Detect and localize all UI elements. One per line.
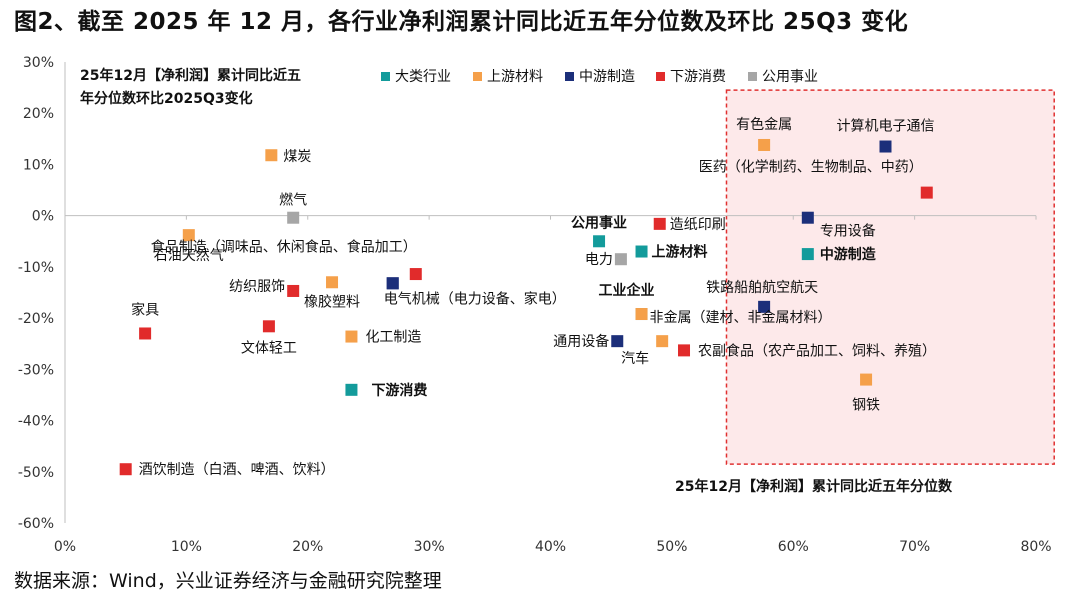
data-label: 汽车 <box>621 350 649 367</box>
data-label: 石油天然气 <box>154 247 224 264</box>
data-label: 铁路船舶航空航天 <box>706 280 818 296</box>
data-point <box>656 335 669 348</box>
data-label: 医药（化学制药、生物制品、中药） <box>699 160 923 176</box>
data-point <box>593 235 606 248</box>
legend-label: 下游消费 <box>670 69 726 85</box>
data-point <box>345 383 358 396</box>
legend-swatch <box>656 72 665 81</box>
data-label: 公用事业 <box>571 214 627 231</box>
y-tick-label: 30% <box>23 55 54 71</box>
data-label: 文体轻工 <box>241 340 297 356</box>
data-label: 电气机械（电力设备、家电） <box>384 290 566 307</box>
data-label: 有色金属 <box>736 116 792 133</box>
data-label: 计算机电子通信 <box>836 119 934 135</box>
x-tick-label: 50% <box>656 539 687 555</box>
data-point <box>635 308 648 321</box>
legend-swatch <box>473 72 482 81</box>
data-label: 上游材料 <box>652 244 708 261</box>
x-tick-label: 40% <box>535 539 566 555</box>
chart-ticks: 0% 10% 20% 30% 40% 50% 60% 70% 80% 30% 20% 10% 0% -10… <box>18 55 1052 555</box>
y-tick-label: -40% <box>18 414 54 430</box>
data-point <box>758 300 771 313</box>
data-label: 纺织服饰 <box>229 279 285 295</box>
data-label: 煤炭 <box>283 149 311 165</box>
data-point <box>611 335 624 348</box>
data-point <box>678 344 691 357</box>
data-point <box>879 140 892 153</box>
data-point <box>801 211 814 224</box>
data-point <box>119 463 132 476</box>
data-point <box>265 149 278 162</box>
data-point <box>139 327 152 340</box>
y-tick-label: -60% <box>18 516 54 532</box>
x-tick-label: 30% <box>414 539 445 555</box>
data-label: 电力 <box>585 252 613 268</box>
data-label: 家具 <box>131 301 159 318</box>
data-label: 食品制造（调味品、休闲食品、食品加工） <box>151 238 417 255</box>
data-point <box>386 277 399 290</box>
data-point <box>801 248 814 261</box>
data-label: 专用设备 <box>820 223 876 240</box>
data-label: 通用设备 <box>553 333 609 350</box>
x-tick-label: 60% <box>778 539 809 555</box>
x-tick-label: 10% <box>171 539 202 555</box>
x-tick-label: 20% <box>292 539 323 555</box>
data-point <box>920 186 933 199</box>
y-tick-label: 0% <box>32 209 54 225</box>
y-tick-label: 20% <box>23 106 54 122</box>
data-label: 中游制造 <box>820 246 876 263</box>
data-point <box>326 276 339 289</box>
data-label: 工业企业 <box>599 282 655 299</box>
legend-label: 大类行业 <box>395 69 451 85</box>
data-point <box>409 268 422 281</box>
y-tick-label: -10% <box>18 260 54 276</box>
legend-label: 公用事业 <box>762 69 818 85</box>
data-label: 下游消费 <box>371 382 427 399</box>
data-point <box>287 284 300 297</box>
legend-swatch <box>748 72 757 81</box>
data-label: 酒饮制造（白酒、啤酒、饮料） <box>139 462 335 478</box>
data-label: 造纸印刷 <box>670 217 726 233</box>
source-note: 数据来源：Wind，兴业证券经济与金融研究院整理 <box>14 570 442 592</box>
data-label: 农副食品（农产品加工、饲料、养殖） <box>698 342 936 359</box>
data-point <box>287 211 300 224</box>
figure-title: 图2、截至 2025 年 12 月，各行业净利润累计同比近五年分位数及环比 25… <box>14 9 909 35</box>
legend-swatch <box>381 72 390 81</box>
y-tick-label: -30% <box>18 362 54 378</box>
data-point <box>758 138 771 151</box>
data-label: 燃气 <box>279 192 307 209</box>
data-label: 非金属（建材、非金属材料） <box>650 310 832 326</box>
data-point <box>182 229 195 242</box>
data-point <box>262 320 275 333</box>
x-tick-label: 80% <box>1020 539 1051 555</box>
data-label: 橡胶塑料 <box>304 293 360 310</box>
data-point <box>345 330 358 343</box>
data-points <box>119 138 933 476</box>
ylabel-line: 25年12月【净利润】累计同比近五 <box>80 67 301 84</box>
legend-label: 上游材料 <box>487 69 543 85</box>
y-tick-label: -50% <box>18 465 54 481</box>
chart-legend: 大类行业 上游材料 中游制造 下游消费 公用事业 <box>381 69 818 85</box>
data-point <box>653 217 666 230</box>
xlabel-annotation: 25年12月【净利润】累计同比近五年分位数 <box>675 478 953 495</box>
y-tick-label: 10% <box>23 157 54 173</box>
ylabel-line: 年分位数环比2025Q3变化 <box>80 90 253 107</box>
y-tick-label: -20% <box>18 311 54 327</box>
x-tick-label: 0% <box>54 539 76 555</box>
x-tick-label: 70% <box>899 539 930 555</box>
data-point <box>635 245 648 258</box>
data-point <box>614 253 627 266</box>
data-label: 钢铁 <box>852 398 880 414</box>
data-point <box>860 373 873 386</box>
data-label: 化工制造 <box>365 330 421 346</box>
legend-swatch <box>565 72 574 81</box>
chart-axes <box>64 62 1037 523</box>
legend-label: 中游制造 <box>579 69 635 85</box>
